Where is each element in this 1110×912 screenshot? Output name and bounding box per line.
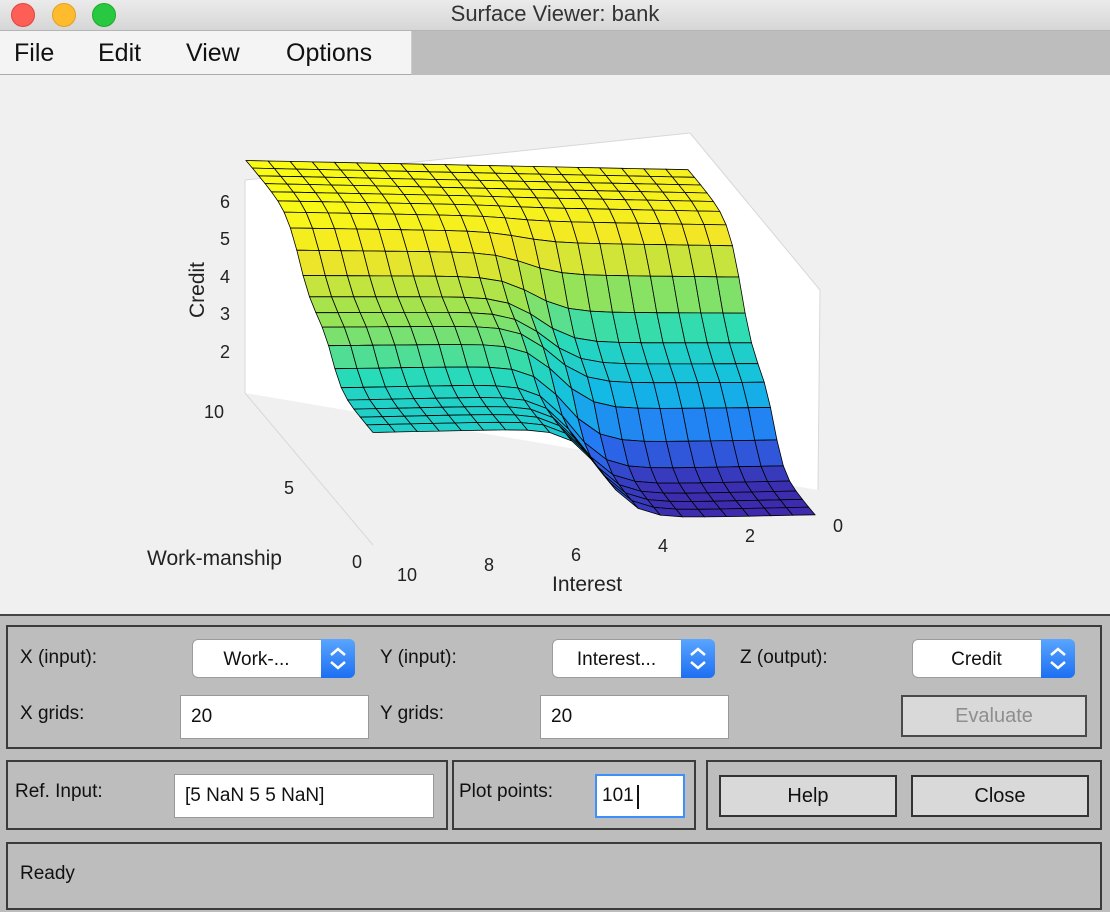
y-grids-input[interactable]: 20 xyxy=(540,695,729,739)
ref-input-label: Ref. Input: xyxy=(15,781,103,802)
surface-plot[interactable]: 2 3 4 5 6 Credit 10 5 0 Work-manship 10 … xyxy=(0,75,1110,614)
menu-edit[interactable]: Edit xyxy=(98,39,142,67)
z-tick: 2 xyxy=(220,342,230,362)
menu-options[interactable]: Options xyxy=(286,39,373,67)
y-grids-label: Y grids: xyxy=(380,703,445,724)
z-tick: 4 xyxy=(220,267,230,287)
plot-points-input[interactable]: 101 xyxy=(595,774,685,818)
plot-points-panel: Plot points: 101 xyxy=(452,760,696,830)
z-axis-ticks: 2 3 4 5 6 xyxy=(220,192,230,362)
x-tick: 2 xyxy=(745,526,755,546)
zoom-window-button[interactable] xyxy=(92,3,116,27)
close-window-button[interactable] xyxy=(11,3,35,27)
x-tick: 0 xyxy=(833,516,843,536)
y-axis-ticks: 10 5 0 xyxy=(204,402,362,572)
button-panel: Help Close xyxy=(706,760,1102,830)
x-tick: 6 xyxy=(571,545,581,565)
x-tick: 8 xyxy=(484,555,494,575)
z-tick: 6 xyxy=(220,192,230,212)
ref-input-panel: Ref. Input: [5 NaN 5 5 NaN] xyxy=(6,760,448,830)
x-axis-ticks: 10 8 6 4 2 0 xyxy=(397,516,843,585)
x-grids-label: X grids: xyxy=(20,703,85,724)
y-input-label: Y (input): xyxy=(380,647,457,668)
y-axis-label: Work-manship xyxy=(147,547,282,570)
y-input-select[interactable]: Interest... xyxy=(552,639,715,678)
z-output-label: Z (output): xyxy=(740,647,828,668)
ref-input-field[interactable]: [5 NaN 5 5 NaN] xyxy=(174,774,434,818)
text-cursor xyxy=(637,785,639,809)
x-input-select[interactable]: Work-... xyxy=(192,639,355,678)
y-tick: 10 xyxy=(204,402,224,422)
status-text: Ready xyxy=(20,863,75,884)
surface-mesh xyxy=(245,160,816,518)
menu-file[interactable]: File xyxy=(14,39,55,67)
status-panel: Ready xyxy=(6,842,1102,910)
minimize-window-button[interactable] xyxy=(52,3,76,27)
evaluate-button[interactable]: Evaluate xyxy=(901,695,1087,737)
help-button[interactable]: Help xyxy=(719,775,897,817)
chevron-updown-icon xyxy=(321,639,355,678)
x-axis-label: Interest xyxy=(552,573,622,596)
plot-points-label: Plot points: xyxy=(459,781,553,802)
axes-settings-panel: X (input): Work-... Y (input): Interest.… xyxy=(6,625,1102,749)
y-tick: 5 xyxy=(284,478,294,498)
surface-plot-area[interactable]: 2 3 4 5 6 Credit 10 5 0 Work-manship 10 … xyxy=(0,75,1110,616)
x-grids-input[interactable]: 20 xyxy=(180,695,369,739)
x-tick: 10 xyxy=(397,565,417,585)
z-axis-label: Credit xyxy=(186,262,209,318)
menu-view[interactable]: View xyxy=(186,39,240,67)
x-tick: 4 xyxy=(658,536,668,556)
close-button[interactable]: Close xyxy=(911,775,1089,817)
y-tick: 0 xyxy=(352,552,362,572)
menu-bar: File Edit View Options xyxy=(0,31,412,75)
x-input-label: X (input): xyxy=(20,647,98,668)
surface-patch xyxy=(785,506,816,516)
chevron-updown-icon xyxy=(681,639,715,678)
title-bar: Surface Viewer: bank xyxy=(0,0,1110,31)
chevron-updown-icon xyxy=(1041,639,1075,678)
z-tick: 5 xyxy=(220,229,230,249)
z-tick: 3 xyxy=(220,304,230,324)
z-output-select[interactable]: Credit xyxy=(912,639,1075,678)
window-title: Surface Viewer: bank xyxy=(450,1,660,26)
